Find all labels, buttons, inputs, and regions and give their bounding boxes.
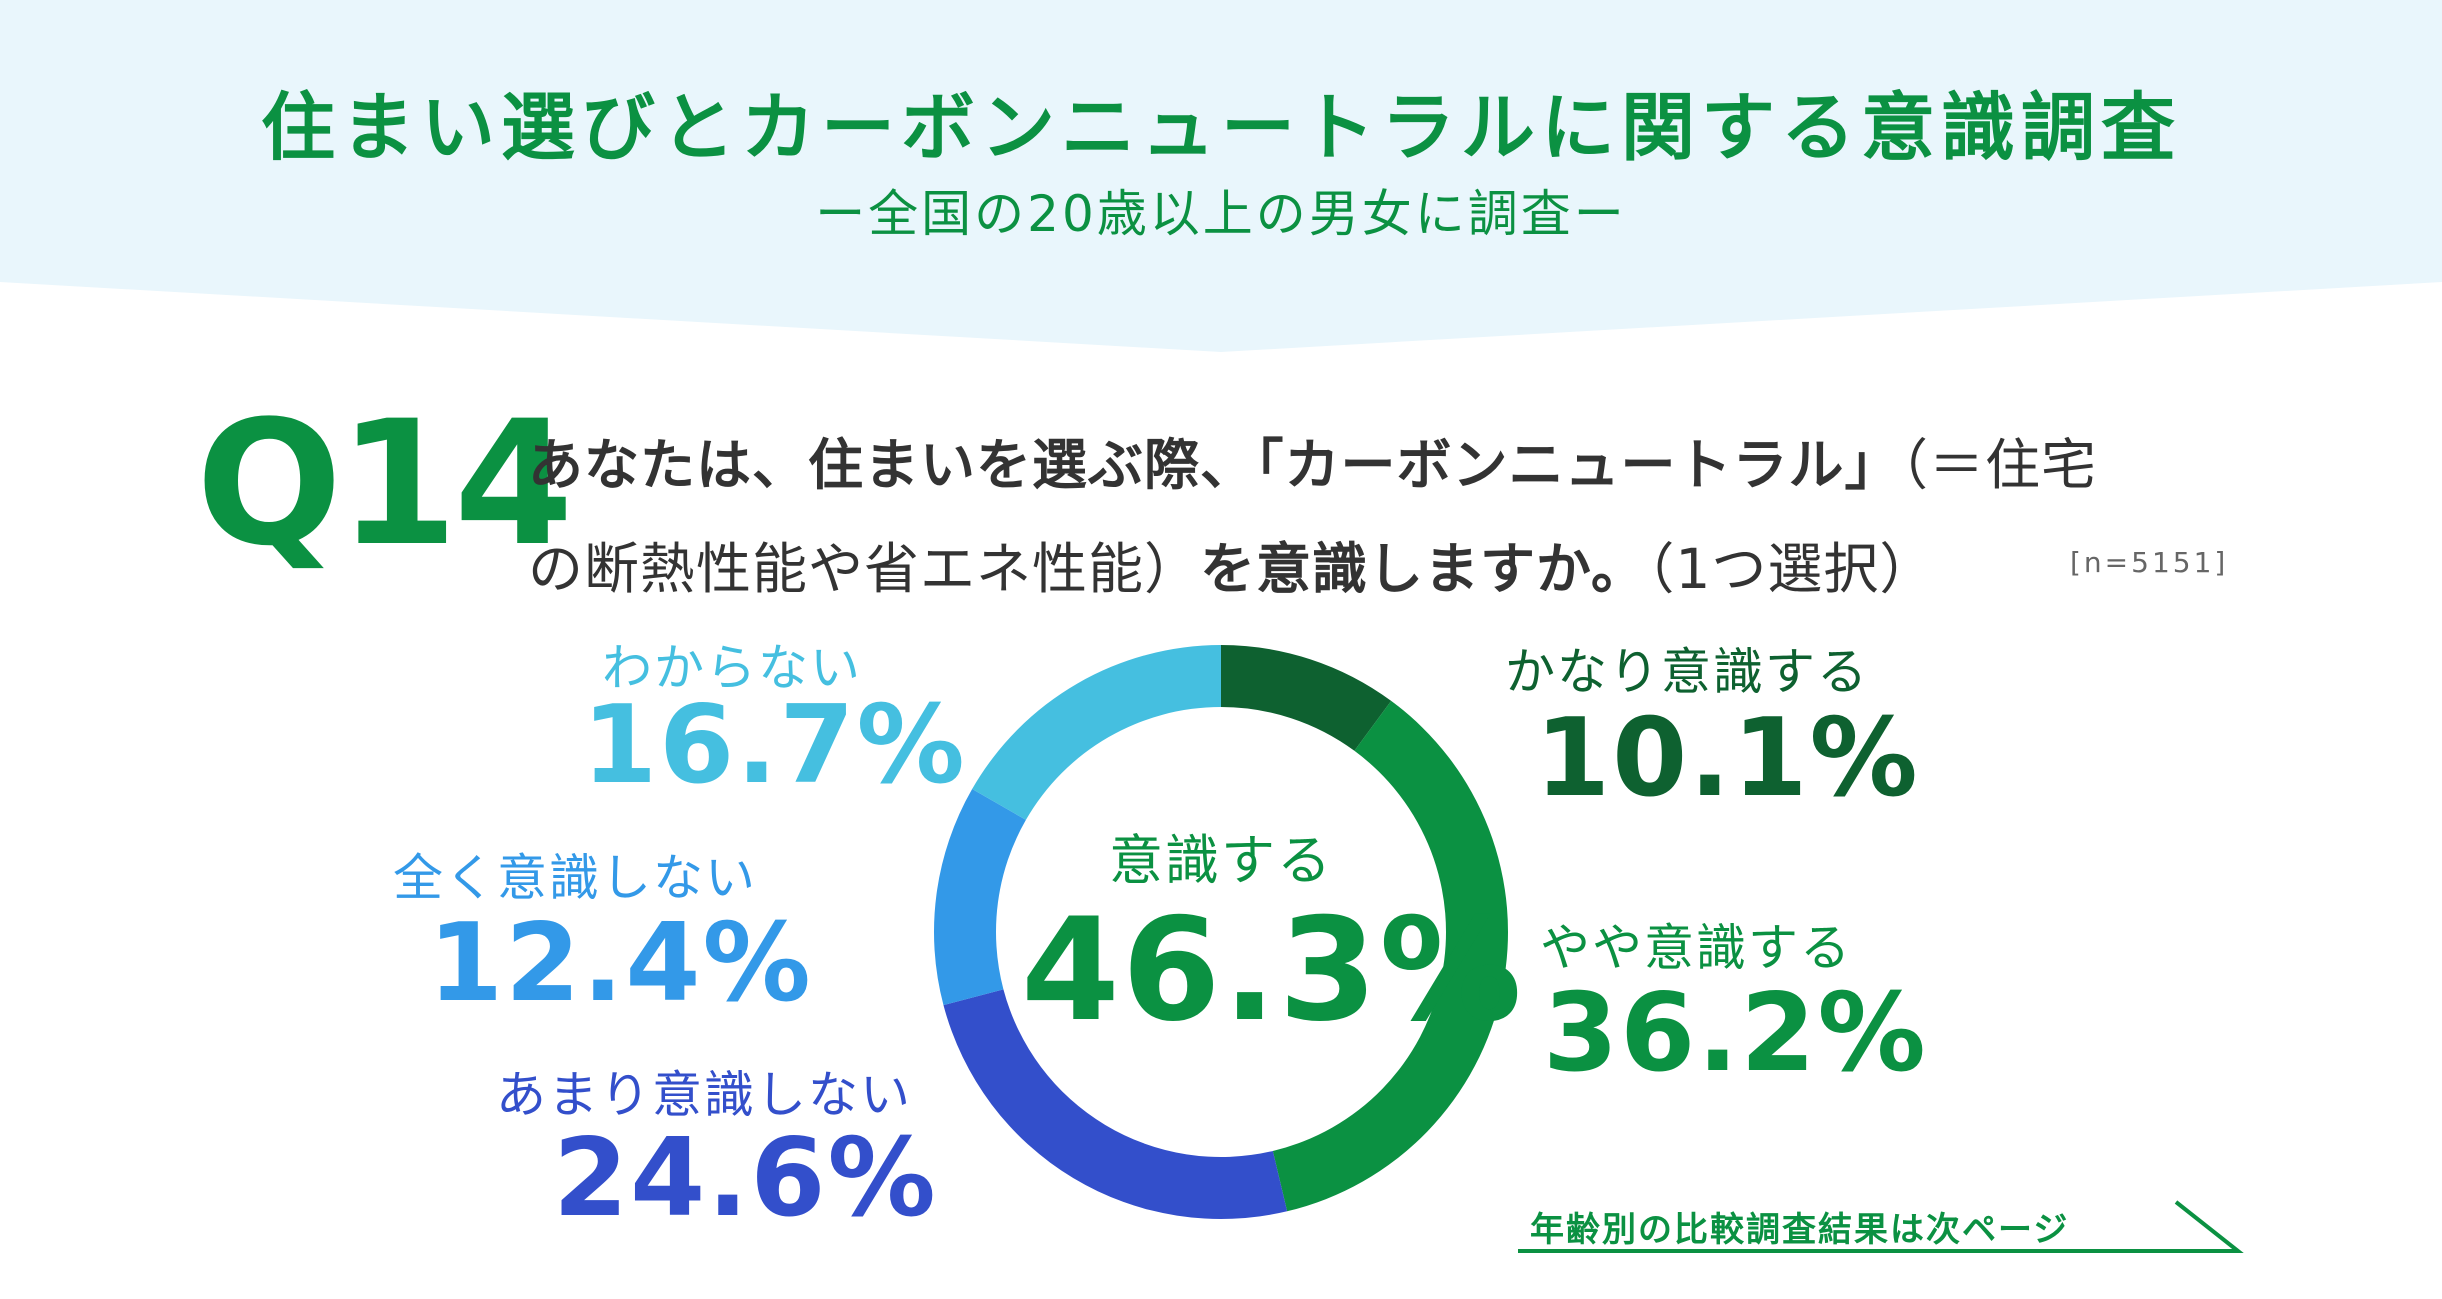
slice-value: 36.2% [1543, 971, 1928, 1096]
donut-slice [943, 989, 1288, 1220]
slice-value: 12.4% [428, 901, 813, 1026]
slice-label: あまり意識しない [496, 1066, 912, 1124]
question-text-bold-2: を意識しますか。 [1200, 537, 1647, 601]
question-text-start-2: の断熱性能や省エネ性能） [528, 537, 1201, 601]
donut-slice [1272, 700, 1508, 1212]
slice-value: 24.6% [553, 1116, 938, 1241]
slice-value: 16.7% [582, 683, 967, 808]
donut-slice [934, 789, 1026, 1006]
donut-center-value: 46.3% [1021, 888, 1524, 1053]
question-text-bold-1: あなたは、住まいを選ぶ際、「カーボンニュートラル」 [528, 433, 1901, 497]
donut-center-label: 意識する [1109, 829, 1333, 892]
sample-size-label: [n=5151] [2070, 546, 2229, 579]
header-banner [0, 0, 2442, 352]
question-text-line-1: あなたは、住まいを選ぶ際、「カーボンニュートラル」（＝住宅 [528, 420, 2097, 500]
donut-slice [972, 645, 1221, 820]
slice-label: 全く意識しない [393, 849, 757, 907]
question-text-rest-1: （＝住宅 [1900, 433, 2098, 497]
next-page-link[interactable]: 年齢別の比較調査結果は次ページ [1530, 1210, 2070, 1250]
page-title: 住まい選びとカーボンニュートラルに関する意識調査 [261, 85, 2181, 171]
donut-slice [1221, 645, 1392, 751]
slice-label: やや意識する [1540, 919, 1852, 977]
slice-label: わからない [602, 639, 862, 697]
slice-label: かなり意識する [1505, 643, 1869, 701]
question-number: Q14 [196, 383, 574, 584]
question-text-line-2: の断熱性能や省エネ性能）を意識しますか。（1つ選択） [528, 524, 1935, 604]
slice-value: 10.1% [1535, 696, 1920, 821]
page-subtitle: ー全国の20歳以上の男女に調査ー [815, 185, 1627, 243]
question-text-end-2: （1つ選択） [1646, 537, 1936, 601]
